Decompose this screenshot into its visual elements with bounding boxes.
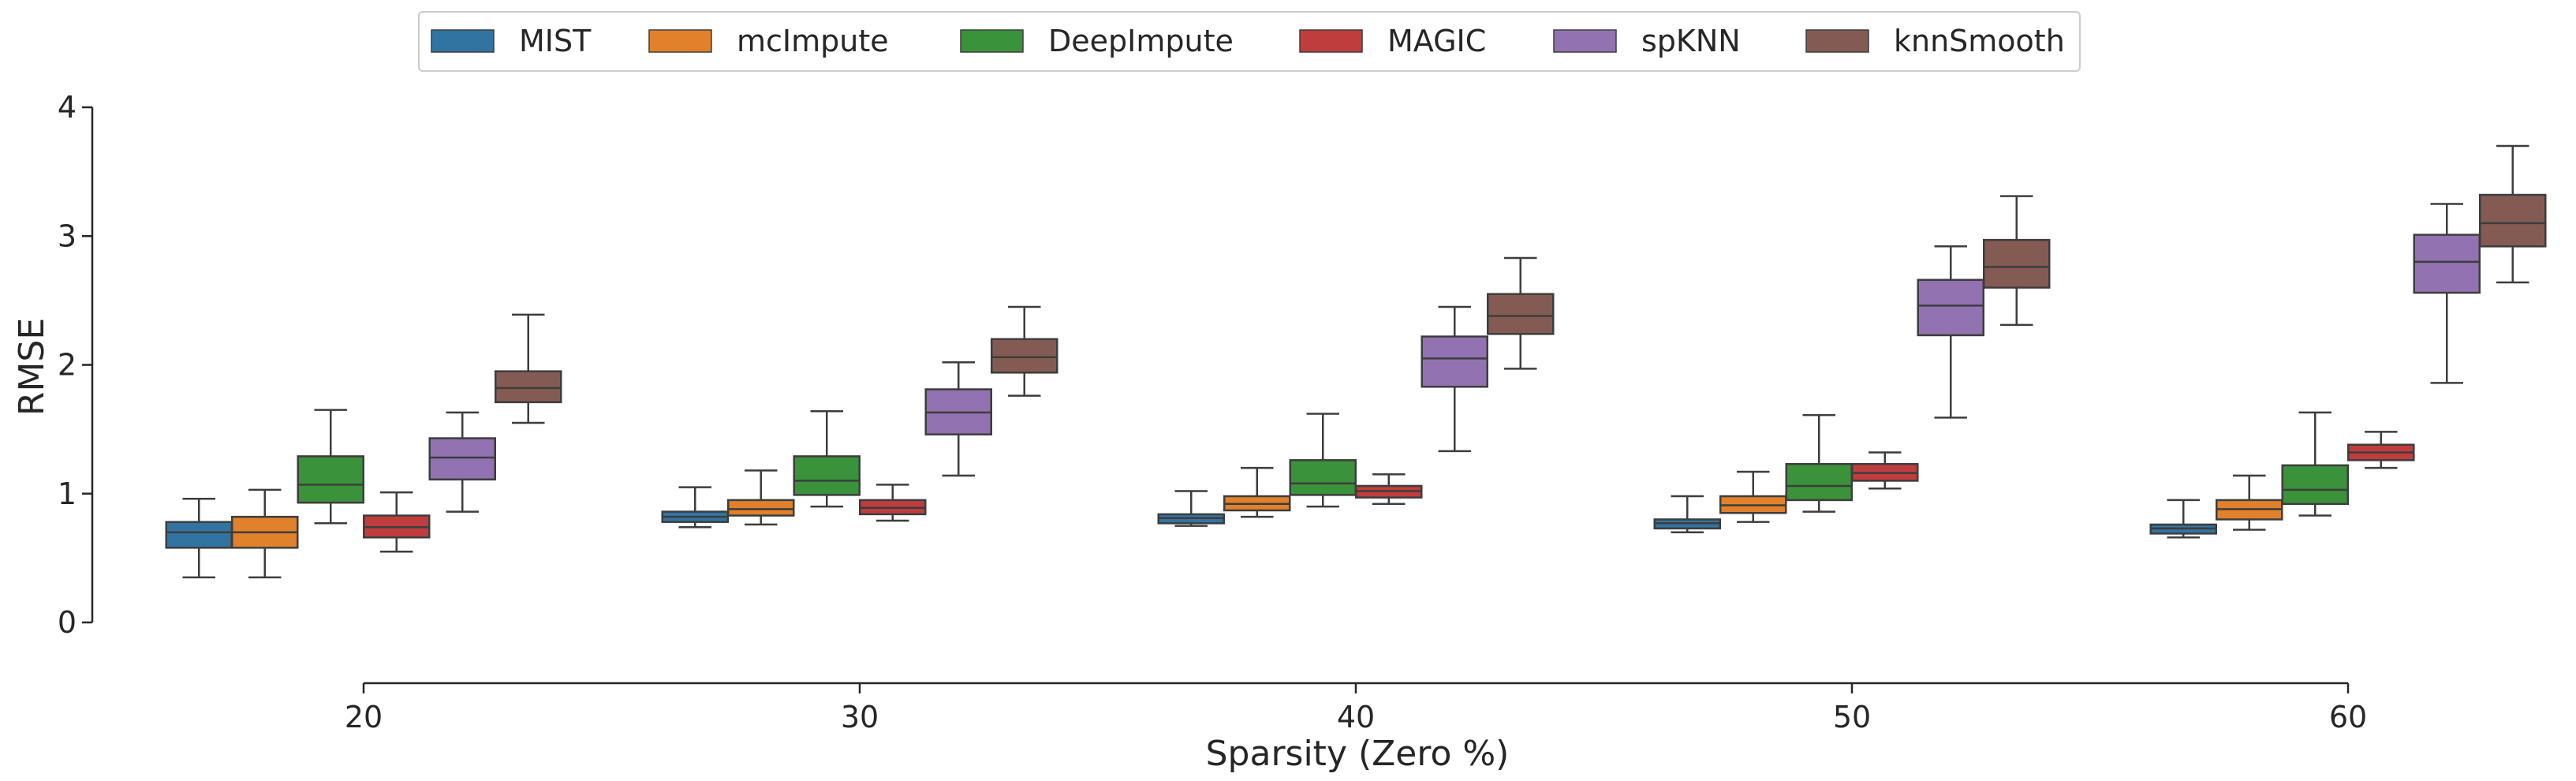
legend-item-MAGIC: MAGIC (1299, 24, 1486, 58)
series-spKNN (428, 203, 2481, 513)
iqr-box (727, 499, 795, 517)
legend-item-knnSmooth: knnSmooth (1805, 24, 2065, 58)
box-knnSmooth-30 (991, 305, 1058, 397)
x-tick-label: 30 (841, 700, 879, 734)
y-tick-label: 1 (58, 476, 77, 511)
x-axis-label: Sparsity (Zero %) (1206, 734, 1510, 774)
y-axis: 0 1 2 3 4 (58, 90, 94, 640)
legend-swatch (1553, 29, 1617, 53)
iqr-box (1785, 462, 1853, 502)
iqr-box (297, 455, 364, 504)
box-spKNN-20 (428, 411, 496, 513)
box-knnSmooth-40 (1487, 256, 1555, 370)
box-MIST-40 (1157, 490, 1225, 527)
iqr-box (495, 370, 562, 404)
iqr-box (1289, 459, 1357, 496)
legend-swatch (1805, 29, 1869, 53)
legend-label: spKNN (1641, 24, 1741, 58)
box-mcImpute-40 (1223, 466, 1291, 518)
x-tick-label: 60 (2329, 700, 2367, 734)
legend-label: knnSmooth (1894, 24, 2065, 58)
x-axis: 20 30 40 50 60 (345, 682, 2367, 734)
iqr-box (1983, 238, 2051, 289)
box-mcImpute-20 (231, 488, 299, 579)
series-mcImpute (231, 466, 2283, 579)
box-knnSmooth-50 (1983, 195, 2051, 327)
box-knnSmooth-60 (2479, 144, 2547, 284)
series-DeepImpute (297, 409, 2349, 525)
box-MAGIC-40 (1355, 473, 1423, 506)
box-mcImpute-50 (1719, 470, 1787, 523)
box-knnSmooth-20 (495, 313, 562, 424)
legend-item-DeepImpute: DeepImpute (960, 24, 1234, 58)
iqr-box (1421, 335, 1488, 388)
series-knnSmooth (495, 144, 2547, 424)
box-spKNN-60 (2413, 203, 2481, 384)
box-mcImpute-30 (727, 469, 795, 526)
legend-swatch (1299, 29, 1363, 53)
box-spKNN-30 (924, 361, 992, 477)
x-tick-label: 50 (1833, 700, 1871, 734)
iqr-box (991, 338, 1058, 374)
legend-frame (418, 11, 2081, 72)
box-spKNN-50 (1917, 245, 1984, 419)
iqr-box (1487, 293, 1555, 335)
legend-label: mcImpute (737, 24, 889, 58)
iqr-box (165, 521, 233, 549)
legend-item-MIST: MIST (431, 24, 592, 58)
legend-item-spKNN: spKNN (1553, 24, 1741, 58)
legend-item-mcImpute: mcImpute (648, 24, 889, 58)
y-axis-label: RMSE (12, 318, 52, 416)
legend-swatch (431, 29, 495, 53)
box-mcImpute-60 (2216, 474, 2283, 531)
series-MIST (165, 486, 2217, 579)
iqr-box (2479, 193, 2547, 248)
iqr-box (793, 455, 861, 496)
legend-swatch (648, 29, 712, 53)
legend-label: MAGIC (1387, 24, 1486, 58)
box-MIST-60 (2149, 499, 2217, 539)
plot-area (165, 144, 2547, 579)
box-DeepImpute-40 (1289, 413, 1357, 508)
box-MIST-30 (661, 486, 729, 529)
box-MAGIC-20 (363, 491, 431, 553)
box-DeepImpute-50 (1785, 413, 1853, 513)
iqr-box (2281, 464, 2349, 506)
box-DeepImpute-30 (793, 410, 861, 508)
legend-swatch (960, 29, 1024, 53)
y-tick-label: 4 (58, 90, 77, 125)
iqr-box (428, 437, 496, 481)
series-MAGIC (363, 431, 2415, 553)
legend: MIST mcImpute DeepImpute MAGIC spKNN knnSmoot… (418, 11, 2081, 72)
box-MIST-20 (165, 498, 233, 579)
box-DeepImpute-60 (2281, 411, 2349, 517)
box-spKNN-40 (1421, 305, 1488, 453)
legend-label: DeepImpute (1048, 24, 1234, 58)
box-MAGIC-60 (2347, 431, 2415, 469)
x-tick-label: 40 (1337, 700, 1375, 734)
box-MAGIC-30 (859, 484, 927, 522)
legend-label: MIST (519, 24, 592, 58)
iqr-box (2413, 234, 2481, 294)
y-tick-label: 0 (58, 605, 77, 640)
iqr-box (1917, 278, 1984, 337)
x-tick-label: 20 (345, 700, 383, 734)
box-MAGIC-50 (1851, 451, 1919, 490)
y-tick-label: 2 (58, 348, 77, 383)
box-MIST-50 (1653, 495, 1721, 533)
box-DeepImpute-20 (297, 409, 364, 525)
y-tick-label: 3 (58, 219, 77, 253)
